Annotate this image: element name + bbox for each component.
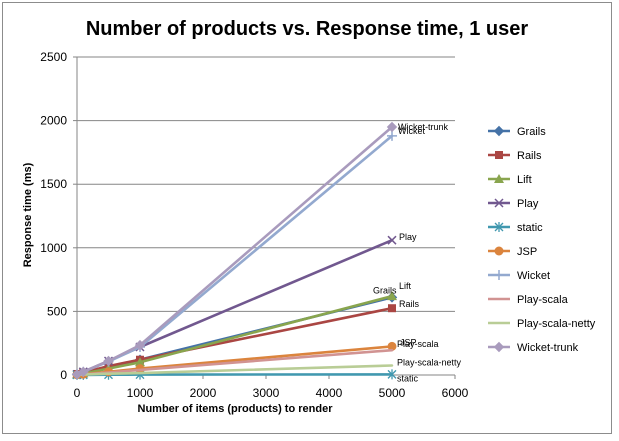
legend-label: Wicket	[517, 270, 550, 282]
data-point	[78, 366, 89, 378]
legend-entry: Play-scala	[488, 294, 569, 306]
data-point	[387, 341, 397, 351]
series-layer	[71, 121, 398, 380]
series-lift	[72, 291, 397, 379]
legend-swatch-marker	[494, 270, 504, 280]
legend-entry: JSP	[488, 246, 537, 258]
legend-swatch-marker	[493, 125, 505, 137]
x-tick-label: 3000	[253, 386, 280, 400]
y-axis-title: Response time (ms)	[22, 162, 34, 267]
y-tick-label: 0	[60, 368, 67, 382]
data-point	[387, 130, 397, 141]
data-point	[387, 235, 397, 245]
data-point	[103, 355, 114, 367]
x-tick-label: 2000	[190, 386, 217, 400]
legend-swatch-marker	[494, 222, 504, 232]
end-label: Play	[399, 232, 417, 242]
end-label: Grails	[373, 285, 397, 295]
data-point	[387, 291, 397, 301]
legend-entry: Grails	[488, 125, 546, 138]
chart-border	[2, 2, 612, 434]
legend-entry: static	[488, 222, 543, 234]
data-point	[387, 369, 397, 380]
data-point	[135, 357, 145, 367]
legend-label: Play-scala-netty	[517, 318, 596, 330]
legend-label: Play-scala	[517, 294, 569, 306]
legend-entry: Lift	[488, 174, 532, 186]
x-tick-label: 1000	[127, 386, 154, 400]
y-tick-label: 2000	[40, 114, 67, 128]
legend-swatch-marker	[494, 198, 504, 208]
legend-entry: Play-scala-netty	[488, 318, 596, 330]
legend-label: Grails	[517, 126, 546, 138]
legend-label: static	[517, 222, 543, 234]
data-point	[386, 121, 398, 133]
legend-swatch-marker	[493, 341, 505, 353]
legend-entry: Wicket	[488, 270, 550, 282]
axes: 0 500 1000 1500 2000 2500 0 1000 2000 3000 4000 500…	[40, 50, 468, 400]
end-label: Play-scala	[397, 339, 439, 349]
y-tick-label: 1500	[40, 177, 67, 191]
series-wicket	[72, 130, 397, 380]
x-axis-title: Number of items (products) to render	[138, 403, 334, 415]
end-label: Wicket-trunk	[398, 122, 449, 132]
legend-swatch-marker	[494, 174, 504, 183]
x-tick-label: 4000	[316, 386, 343, 400]
legend-swatch-marker	[494, 246, 504, 256]
end-label: Play-scala-netty	[397, 357, 462, 367]
legend-entry: Wicket-trunk	[488, 341, 579, 354]
end-label: Rails	[399, 299, 420, 309]
end-label: JSP	[400, 337, 417, 347]
legend-label: Wicket-trunk	[517, 342, 579, 354]
x-tick-label: 0	[74, 386, 81, 400]
legend: Grails Rails Lift Play static JSP Wicket Play-s…	[488, 125, 596, 354]
y-tick-label: 1000	[40, 241, 67, 255]
legend-label: Lift	[517, 174, 532, 186]
legend-label: Rails	[517, 150, 542, 162]
legend-label: Play	[517, 198, 539, 210]
end-label: Wicket	[398, 126, 425, 136]
end-label: Lift	[399, 281, 412, 291]
series-wicket-trunk	[71, 121, 398, 380]
y-tick-label: 2500	[40, 50, 67, 64]
legend-entry: Rails	[488, 150, 542, 162]
chart-title: Number of products vs. Response time, 1 …	[86, 18, 529, 40]
x-tick-label: 6000	[442, 386, 469, 400]
legend-label: JSP	[517, 246, 537, 258]
y-tick-label: 500	[47, 304, 67, 318]
x-tick-label: 5000	[379, 386, 406, 400]
data-point	[388, 304, 396, 313]
gridlines	[77, 56, 455, 312]
data-point	[134, 339, 146, 351]
legend-entry: Play	[488, 198, 539, 210]
legend-swatch-marker	[495, 151, 503, 159]
end-label: static	[397, 373, 419, 383]
